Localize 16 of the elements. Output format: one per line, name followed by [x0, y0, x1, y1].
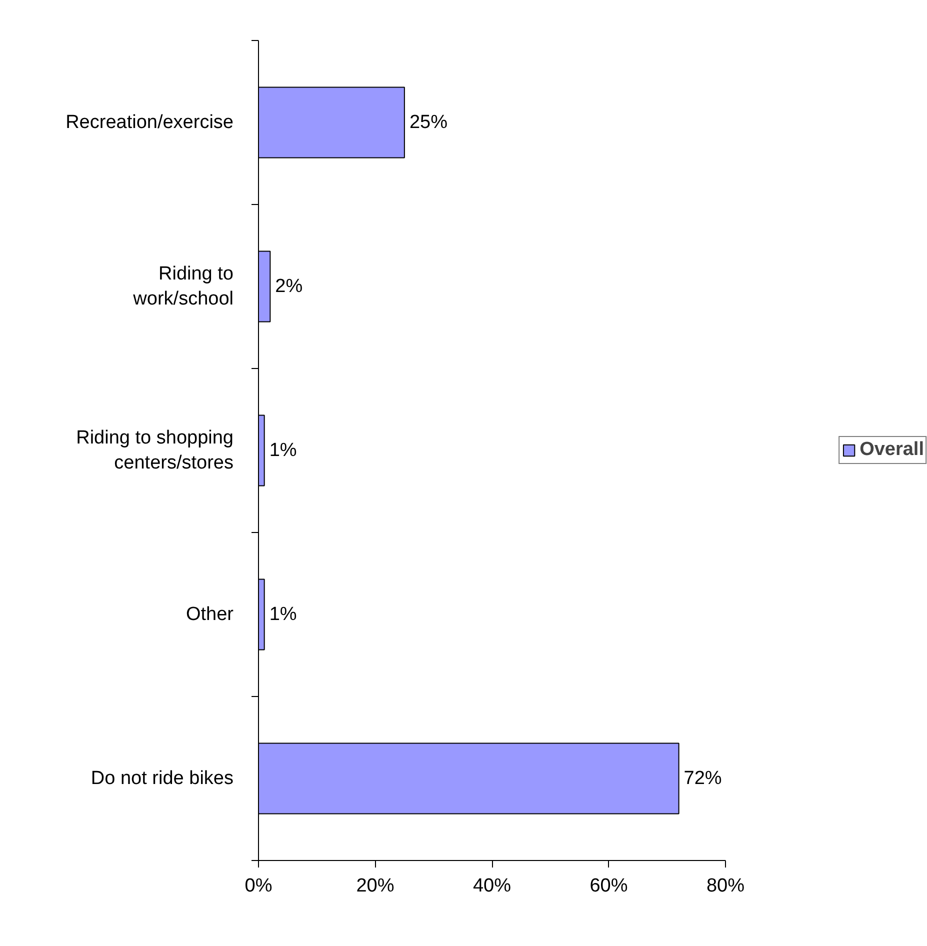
data-label: 1%	[269, 440, 297, 461]
y-tick-label: Recreation/exercise	[66, 112, 234, 133]
y-tick-label: Other	[186, 604, 234, 625]
data-label: 72%	[684, 768, 722, 789]
x-tick-label: 80%	[706, 876, 745, 896]
y-tick-label: Riding to shopping centers/stores	[76, 427, 234, 474]
data-label: 2%	[275, 276, 303, 297]
x-tick-label: 40%	[472, 876, 512, 896]
y-tick-label: Riding to work/school	[132, 263, 234, 310]
x-tick-label: 0%	[244, 876, 272, 896]
legend-label: Overall	[860, 439, 924, 461]
x-tick-label: 60%	[590, 876, 628, 896]
data-label: 25%	[409, 112, 448, 133]
x-tick-label: 20%	[356, 876, 394, 896]
data-label: 1%	[269, 604, 297, 625]
y-tick-label: Do not ride bikes	[90, 768, 234, 789]
